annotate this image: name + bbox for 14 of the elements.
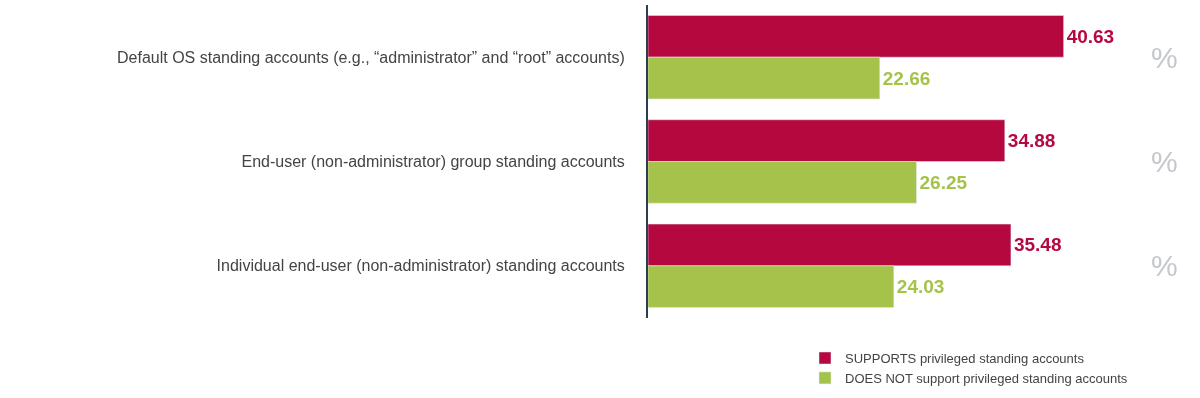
data-label: 26.25 — [919, 171, 968, 193]
text: % — [1151, 41, 1178, 74]
text: % — [1151, 249, 1178, 282]
data-label: 24.03 — [896, 276, 945, 298]
text: % — [1151, 145, 1178, 178]
y-tick-label: Individual end-user (non-administrator) standing accounts — [216, 257, 625, 275]
y-tick-label: End-user (non-administrator) group standing accounts — [241, 153, 625, 171]
data-label: 35.48 — [1013, 234, 1062, 256]
legend-label: SUPPORTS privileged standing accounts — [845, 351, 1085, 367]
data-label: 34.88 — [1007, 130, 1056, 152]
data-label: 22.66 — [882, 67, 931, 89]
y-tick-label: Default OS standing accounts (e.g., “administrator” and “root” accounts) — [117, 48, 625, 66]
legend-label: DOES NOT support privileged standing accounts — [845, 370, 1128, 386]
data-label: 40.63 — [1066, 25, 1115, 47]
